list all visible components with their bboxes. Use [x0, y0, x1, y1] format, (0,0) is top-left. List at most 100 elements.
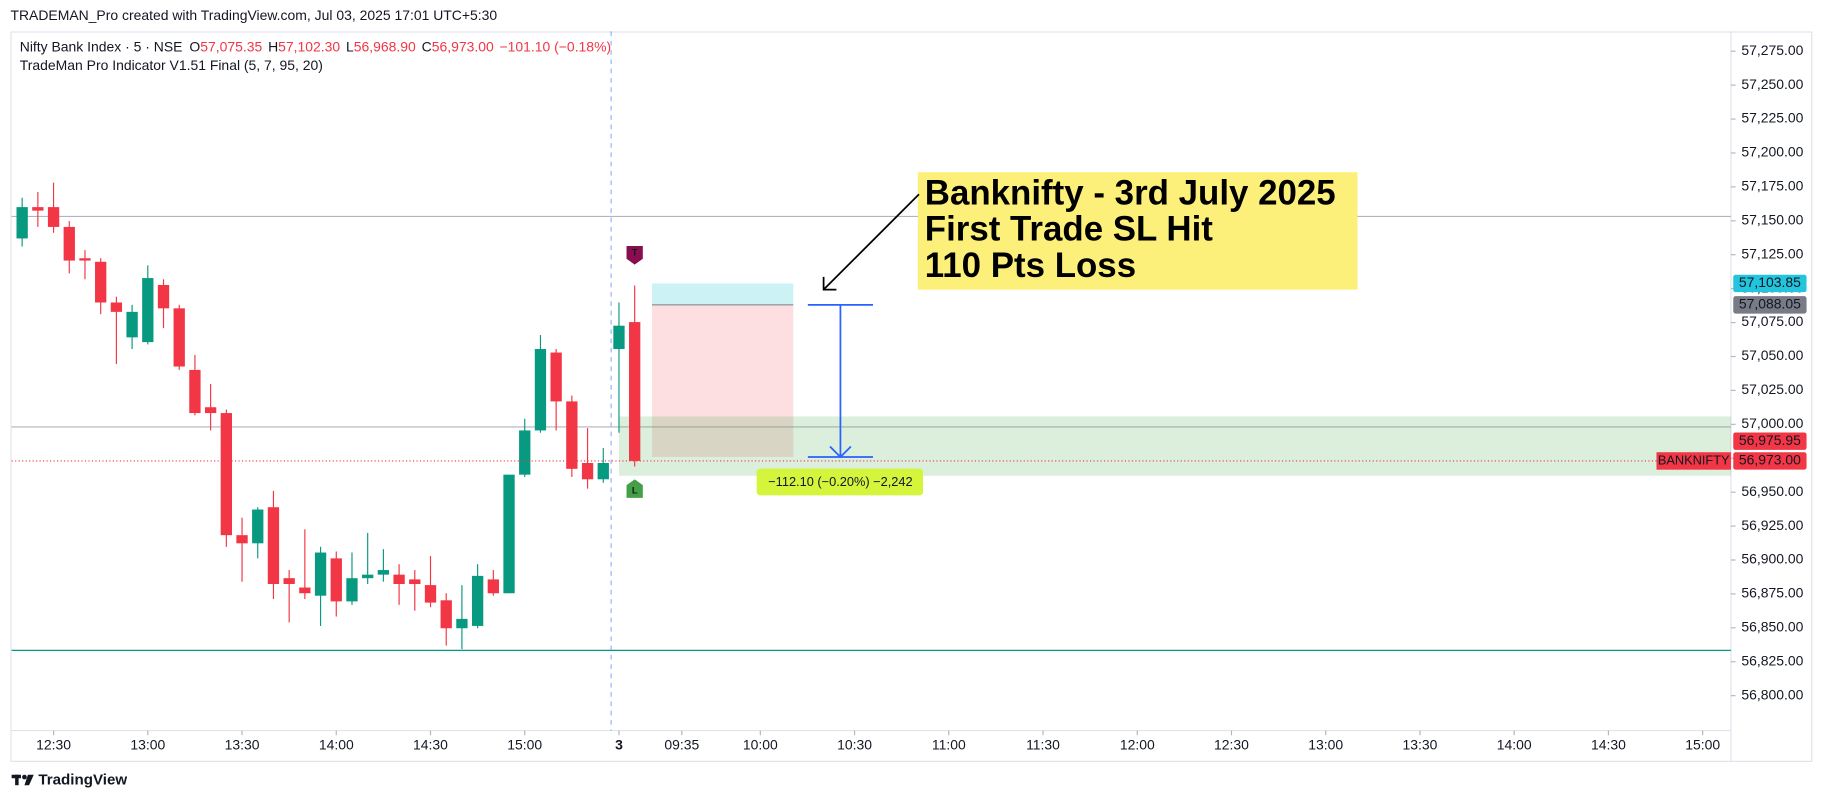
y-tick-label: 57,250.00: [1741, 76, 1803, 92]
candle-body: [440, 600, 452, 629]
legend-row: Nifty Bank Index · 5 · NSE O57,075.35 H57,…: [20, 38, 611, 54]
y-tick-label: 57,075.00: [1741, 313, 1803, 329]
x-tick-label: 15:00: [507, 736, 542, 752]
annotation-arrowhead: [822, 276, 837, 291]
trade-marker: [626, 479, 643, 498]
price-label: 56,975.95: [1739, 432, 1801, 448]
candle-body: [534, 349, 547, 431]
x-tick-label: 14:30: [413, 736, 448, 752]
candle-body: [252, 509, 264, 544]
candle-body: [267, 507, 280, 585]
candle-body: [204, 407, 217, 414]
candle-body: [424, 585, 437, 603]
candle-body: [409, 579, 421, 585]
position-zone: [618, 416, 1731, 476]
candle-body: [16, 207, 28, 239]
measure-label-box: [756, 468, 924, 496]
candle-body: [629, 322, 641, 461]
ohlc-key: L: [346, 38, 354, 54]
trade-marker: [626, 245, 643, 265]
x-tick-label: 12:00: [1120, 736, 1155, 752]
ohlc-key: H: [268, 38, 278, 54]
candle-body: [503, 474, 515, 594]
candle-body: [362, 574, 374, 579]
y-tick-label: 56,875.00: [1741, 585, 1803, 601]
y-tick-label: 57,000.00: [1741, 415, 1803, 431]
x-tick-label: 12:30: [36, 736, 71, 752]
candle-body: [519, 430, 531, 475]
measure-arrow: [829, 445, 852, 459]
symbol-title: Nifty Bank Index · 5 · NSE: [20, 38, 183, 54]
y-tick-label: 57,025.00: [1741, 381, 1803, 397]
ohlc-key: O: [189, 38, 200, 54]
frame: [10, 31, 1813, 762]
logo-mark: [24, 774, 34, 786]
x-tick-label: 13:30: [1403, 736, 1438, 752]
y-tick-label: 57,125.00: [1741, 245, 1803, 261]
candle-body: [393, 574, 405, 585]
logo-mark: [22, 774, 27, 780]
candle-body: [597, 462, 609, 480]
price-label: 57,103.85: [1739, 274, 1801, 290]
candle-body: [157, 284, 170, 309]
x-tick-label: 13:00: [130, 736, 165, 752]
price-label-box: [1733, 432, 1807, 450]
ohlc-key: C: [422, 38, 432, 54]
x-tick-label: 10:00: [743, 736, 778, 752]
price-label: 57,088.05: [1739, 296, 1801, 312]
candle-body: [377, 570, 390, 575]
candle-body: [283, 578, 295, 585]
candle-body: [220, 413, 232, 536]
y-tick-label: 56,850.00: [1741, 619, 1803, 635]
annotation-line: Banknifty - 3rd July 2025: [925, 174, 1336, 213]
candle-body: [487, 579, 499, 594]
annotation-line: First Trade SL Hit: [925, 210, 1213, 249]
candle-body: [32, 207, 44, 211]
x-tick-label: 10:30: [837, 736, 872, 752]
y-tick-label: 56,950.00: [1741, 483, 1803, 499]
x-tick-label: 11:30: [1026, 736, 1060, 752]
y-tick-label: 57,150.00: [1741, 212, 1803, 228]
y-tick-label: 56,825.00: [1741, 652, 1803, 668]
logo: TradingView: [11, 772, 127, 789]
measure-label: −112.10 (−0.20%) −2,242: [768, 474, 912, 489]
candle-body: [346, 578, 358, 602]
candle-body: [456, 618, 468, 629]
x-tick-label: 3: [615, 736, 623, 752]
position-zone: [651, 304, 794, 457]
candle-body: [95, 261, 107, 303]
candle-body: [471, 575, 484, 626]
symbol-tag: BANKNIFTY: [1658, 452, 1730, 467]
ohlc-value: 57,075.35: [200, 38, 262, 54]
y-tick-label: 56,925.00: [1741, 517, 1803, 533]
x-tick-label: 13:00: [1308, 736, 1343, 752]
y-tick-label: 56,900.00: [1741, 551, 1803, 567]
candle-body: [581, 462, 594, 480]
x-tick-label: 14:00: [1497, 736, 1532, 752]
annotation-box: [917, 172, 1358, 290]
candle-body: [47, 207, 60, 227]
candle-body: [566, 401, 578, 469]
logo-text: TradingView: [38, 772, 127, 789]
x-tick-label: 15:00: [1685, 736, 1720, 752]
attribution: TRADEMAN_Pro created with TradingView.co…: [10, 7, 497, 23]
annotation-line: 110 Pts Loss: [925, 246, 1136, 285]
y-tick-label: 57,200.00: [1741, 144, 1803, 160]
ohlc-value: 56,973.00: [432, 38, 494, 54]
y-tick-label: 57,275.00: [1741, 42, 1803, 58]
candle-body: [330, 558, 342, 602]
trade-marker-label: T: [632, 247, 638, 257]
candle-body: [189, 369, 201, 414]
price-label-box: [1733, 452, 1807, 470]
trade-marker-label: L: [632, 485, 638, 495]
candle-body: [126, 311, 138, 338]
y-tick-label: 56,800.00: [1741, 686, 1803, 702]
x-tick-label: 09:35: [664, 736, 699, 752]
candle-body: [173, 308, 185, 367]
candle-body: [550, 352, 562, 402]
candle-body: [63, 226, 75, 261]
y-tick-label: 57,225.00: [1741, 110, 1803, 126]
price-label-box: [1733, 274, 1807, 293]
